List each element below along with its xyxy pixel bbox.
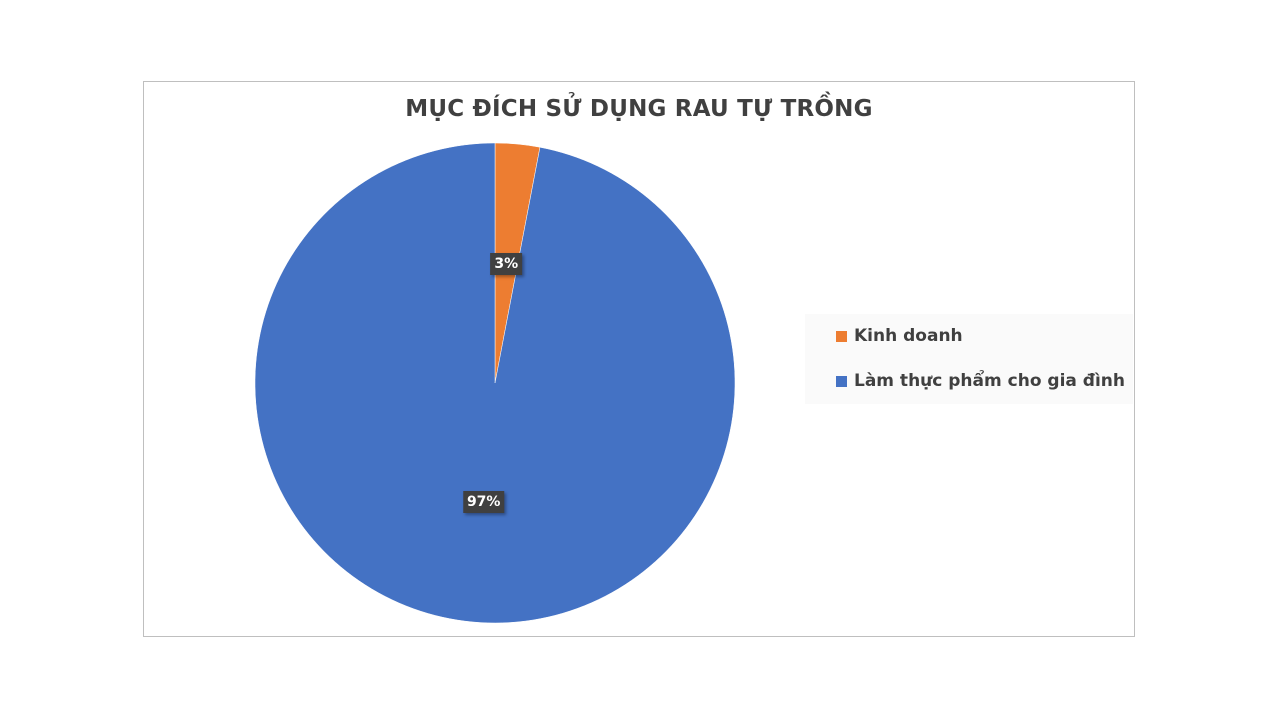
legend-label-kinh-doanh: Kinh doanh — [854, 326, 963, 346]
legend-label-gia-dinh: Làm thực phẩm cho gia đình — [854, 371, 1126, 391]
legend-swatch-gia-dinh — [836, 375, 847, 387]
legend-item-kinh-doanh: Kinh doanh — [836, 324, 1133, 348]
chart-area: MỤC ĐÍCH SỬ DỤNG RAU TỰ TRỒNG 3% 97% Kinh… — [143, 81, 1135, 637]
chart-title: MỤC ĐÍCH SỬ DỤNG RAU TỰ TRỒNG — [405, 96, 873, 122]
pie-slice-1 — [254, 142, 736, 624]
legend-item-gia-dinh: Làm thực phẩm cho gia đình — [836, 369, 1133, 393]
data-label-0: 3% — [490, 252, 523, 275]
legend: Kinh doanh Làm thực phẩm cho gia đình — [805, 314, 1133, 404]
data-label-1: 97% — [462, 491, 505, 514]
legend-swatch-kinh-doanh — [836, 330, 847, 342]
pie-slices — [254, 142, 736, 624]
